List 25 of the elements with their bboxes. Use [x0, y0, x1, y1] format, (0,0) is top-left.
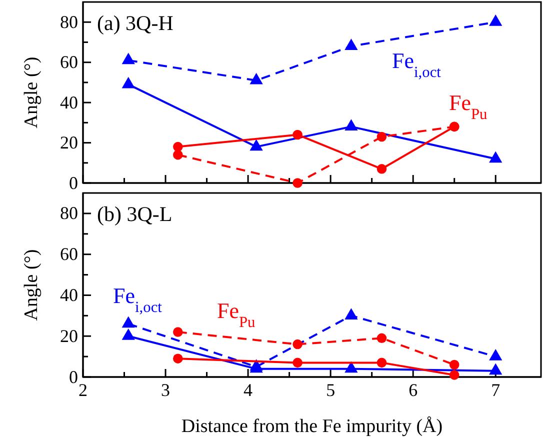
y-tick-label: 20 — [60, 326, 78, 346]
x-tick-label: 7 — [491, 380, 500, 400]
chart-title: (b) 3Q-L — [97, 202, 172, 226]
y-tick-label: 60 — [60, 244, 78, 264]
annotation: Fe$_{i,oct}$ — [113, 283, 163, 316]
annotation: Fe$_{Pu}$ — [449, 90, 488, 122]
x-axis-title: Distance from the Fe impurity (Å) — [181, 416, 443, 437]
y-tick-label: 20 — [60, 132, 78, 153]
x-tick-label: 2 — [78, 380, 88, 400]
annotation: Fe$_{i,oct}$ — [392, 48, 442, 80]
x-tick-label: 6 — [408, 380, 418, 400]
annotation: Fe$_{Pu}$ — [217, 298, 256, 330]
y-tick-label: 80 — [60, 12, 78, 32]
y-tick-label: 40 — [60, 92, 78, 112]
x-tick-label: 4 — [244, 380, 253, 400]
y-axis-title: Angle (°) — [21, 249, 42, 321]
y-tick-label: 0 — [69, 366, 78, 387]
y-tick-label: 80 — [60, 203, 78, 224]
x-tick-label: 3 — [161, 380, 170, 400]
x-tick-label: 5 — [326, 380, 336, 400]
y-tick-label: 0 — [69, 172, 78, 193]
y-axis-title: Angle (°) — [21, 56, 42, 128]
y-tick-label: 40 — [60, 284, 78, 305]
y-tick-label: 60 — [60, 52, 78, 72]
text: (a) 3Q-H — [97, 11, 174, 35]
